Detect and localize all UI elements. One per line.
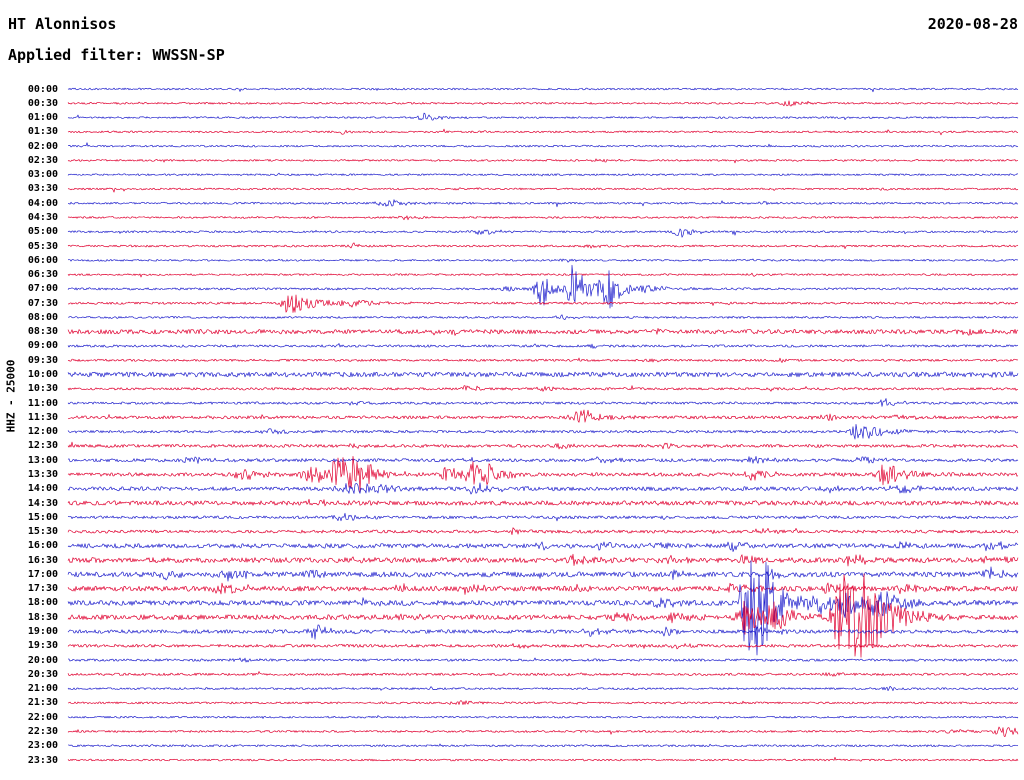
seismogram-traces	[0, 0, 1024, 780]
